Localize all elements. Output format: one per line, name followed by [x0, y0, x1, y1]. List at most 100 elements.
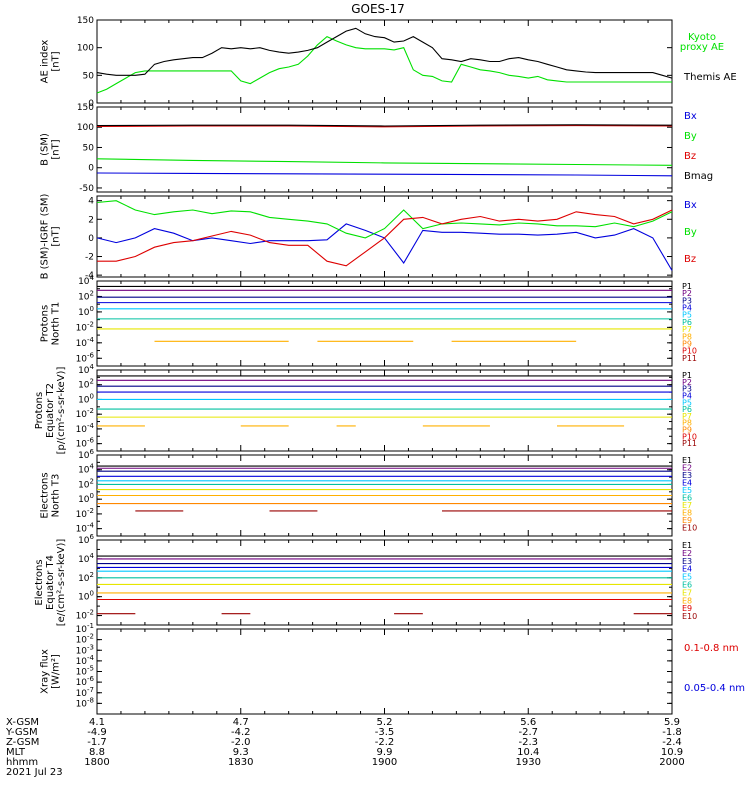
- footer-value: -4.9: [87, 727, 107, 738]
- series-line-kyoto-proxy-ae: [96, 35, 672, 94]
- y-tick-label: -50: [79, 184, 94, 194]
- footer-row-label: Z-GSM: [6, 737, 39, 748]
- y-tick-label: 0: [88, 99, 94, 109]
- footer-row-label: X-GSM: [6, 717, 39, 728]
- footer-value: 5.6: [520, 717, 536, 728]
- legend-by: By: [684, 131, 697, 142]
- y-axis-label: Protons: [34, 392, 45, 429]
- footer-value: 2000: [659, 757, 684, 768]
- y-tick-label: 100: [77, 44, 94, 54]
- footer-value: 1800: [84, 757, 109, 768]
- series-line-bmag: [96, 124, 673, 127]
- y-axis-label: Xray flux: [40, 649, 51, 694]
- panel-7: 106 104 102 100 10-2 Electrons Equator T4 [e/(c…: [34, 533, 697, 626]
- legend-e4: E4: [682, 479, 692, 488]
- legend-kyoto: proxy AE: [680, 42, 724, 53]
- legend-p2: P2: [682, 289, 692, 298]
- y-tick-label: 50: [83, 71, 95, 81]
- legend-e8: E8: [682, 596, 692, 605]
- y-tick-label: -2: [85, 253, 94, 263]
- legend-e3: E3: [682, 471, 692, 480]
- series-line-bx: [96, 172, 673, 177]
- footer-value: 8.8: [89, 747, 105, 758]
- y-tick-label: 150: [77, 103, 94, 113]
- legend-p7: P7: [682, 412, 692, 421]
- legend-p1: P1: [682, 371, 692, 380]
- legend-e9: E9: [682, 516, 692, 525]
- legend-p10: P10: [682, 432, 697, 441]
- legend-e10: E10: [682, 612, 697, 621]
- y-axis-label: AE index: [40, 40, 51, 84]
- y-axis-label: [e/(cm²-s-sr-keV)]: [56, 539, 67, 627]
- legend-bmag: Bmag: [684, 171, 713, 182]
- legend-bz: Bz: [684, 254, 696, 265]
- y-tick-label: 10-2: [76, 507, 94, 520]
- y-tick-label: 100: [78, 392, 94, 405]
- y-axis-label: [W/m²]: [51, 654, 62, 689]
- panel-frame: [96, 628, 673, 715]
- legend-p2: P2: [682, 378, 692, 387]
- panel-frame: [96, 280, 673, 367]
- y-axis-label: B (SM): [40, 133, 51, 166]
- y-axis-label: North T1: [51, 302, 62, 346]
- legend-bz: Bz: [684, 151, 696, 162]
- y-axis-label: Electrons: [40, 472, 51, 518]
- legend-themis: Themis AE: [683, 72, 737, 83]
- legend-p1: P1: [682, 282, 692, 291]
- legend-p3: P3: [682, 385, 692, 394]
- panel-frame: [96, 369, 673, 452]
- legend-e5: E5: [682, 573, 692, 582]
- y-tick-label: 150: [77, 16, 94, 26]
- legend-xray-1: 0.1-0.8 nm: [684, 643, 739, 654]
- y-tick-label: 100: [78, 305, 94, 318]
- y-tick-label: 100: [78, 492, 94, 505]
- legend-p6: P6: [682, 318, 692, 327]
- series-line-bz: [96, 125, 673, 128]
- y-axis-label: [nT]: [51, 139, 62, 159]
- legend-p9: P9: [682, 426, 692, 435]
- y-tick-label: 10-4: [76, 336, 95, 349]
- y-tick-label: 104: [78, 363, 94, 376]
- legend-e6: E6: [682, 494, 692, 503]
- y-tick-label: 100: [77, 123, 94, 133]
- footer-value: -3.5: [375, 727, 395, 738]
- y-tick-label: 104: [78, 463, 94, 476]
- legend-p10: P10: [682, 347, 697, 356]
- footer-value: -1.7: [87, 737, 107, 748]
- y-tick-label: 104: [78, 552, 94, 565]
- y-axis-label: Electrons: [34, 559, 45, 605]
- legend-e8: E8: [682, 509, 692, 518]
- legend-e10: E10: [682, 524, 697, 533]
- legend-e7: E7: [682, 501, 692, 510]
- y-tick-label: 10-2: [76, 320, 94, 333]
- footer-value: 5.2: [377, 717, 393, 728]
- legend-e7: E7: [682, 588, 692, 597]
- series-line-by: [96, 158, 673, 166]
- y-tick-label: 106: [78, 448, 94, 461]
- legend-p7: P7: [682, 325, 692, 334]
- panel-3: -4 -2 0 2 4 B (SM)-IGRF (SM) [nT] Bx By Bz: [40, 194, 697, 282]
- legend-e2: E2: [682, 464, 692, 473]
- y-tick-label: 2: [88, 215, 94, 225]
- y-axis-label: Protons: [40, 305, 51, 342]
- footer-value: 1900: [372, 757, 397, 768]
- footer-value: 4.7: [233, 717, 249, 728]
- date-label: 2021 Jul 23: [6, 767, 63, 778]
- footer-row-label: Y-GSM: [5, 727, 38, 738]
- y-tick-label: 102: [78, 477, 94, 490]
- legend-p8: P8: [682, 332, 692, 341]
- y-tick-label: 100: [78, 590, 94, 603]
- y-tick-label: 10-2: [76, 407, 94, 420]
- legend-e4: E4: [682, 565, 692, 574]
- legend-e5: E5: [682, 486, 692, 495]
- time-axis-footer: X-GSM 4.1 4.7 5.2 5.6 5.9Y-GSM -4.9 -4.2 -3.5 -2.…: [5, 717, 685, 778]
- y-tick-label: 10-4: [76, 422, 95, 435]
- y-axis-label: [nT]: [51, 51, 62, 71]
- footer-value: 9.9: [377, 747, 393, 758]
